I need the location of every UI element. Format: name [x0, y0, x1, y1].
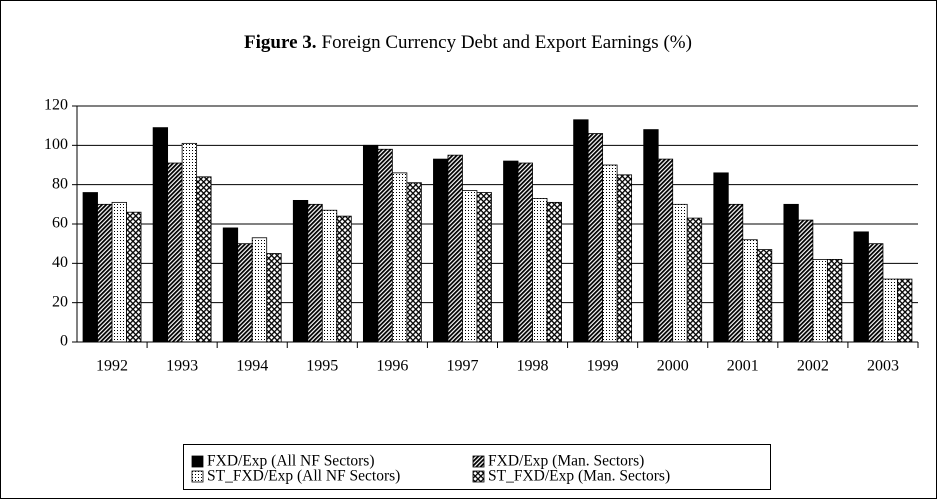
x-tick-label: 1998: [517, 358, 549, 375]
bar: [433, 158, 449, 343]
bar: [616, 174, 633, 343]
bar: [292, 199, 309, 343]
bar: [783, 203, 799, 343]
bar: [222, 227, 239, 343]
legend-swatch: [472, 455, 485, 468]
bar: [447, 154, 463, 343]
bar: [657, 158, 674, 343]
bar: [756, 249, 773, 343]
bar: [377, 148, 393, 343]
y-tick-label: 0: [60, 333, 68, 350]
bar: [111, 201, 127, 343]
bar: [672, 203, 688, 343]
bar: [812, 258, 828, 343]
x-tick-label: 2000: [657, 358, 689, 375]
y-tick-label: 100: [44, 136, 68, 153]
legend: FXD/Exp (All NF Sectors) FXD/Exp (Man. Se…: [191, 453, 670, 485]
bar: [686, 217, 703, 343]
bar: [797, 219, 814, 343]
x-tick-label: 1994: [236, 358, 268, 375]
bar: [742, 239, 758, 343]
bar: [882, 278, 898, 343]
bar: [602, 164, 618, 343]
bar: [97, 203, 113, 343]
bar: [251, 237, 268, 343]
y-tick-label: 120: [44, 97, 68, 114]
x-tick-label: 1995: [306, 358, 338, 375]
bar: [391, 172, 408, 343]
legend-label: FXD/Exp (Man. Sectors): [488, 453, 644, 470]
bar: [266, 253, 282, 343]
y-tick-label: 40: [52, 254, 68, 271]
bar: [152, 127, 169, 343]
bar: [126, 211, 142, 343]
bar: [853, 231, 869, 343]
plot: 0 20 40 60 80 100 120 1992 1993 1994 1995 1996 1997 1…: [44, 97, 919, 375]
bar: [82, 192, 98, 343]
bar: [406, 182, 422, 343]
bar: [868, 243, 884, 343]
y-tick-label: 80: [52, 175, 68, 192]
bar: [167, 162, 183, 343]
x-tick-label: 2003: [867, 358, 899, 375]
legend-label: ST_FXD/Exp (All NF Sectors): [207, 468, 400, 485]
x-tick-label: 2001: [727, 358, 759, 375]
bar: [237, 243, 253, 343]
bar: [546, 201, 562, 343]
legend-label: ST_FXD/Exp (Man. Sectors): [488, 468, 670, 485]
x-tick-label: 1992: [96, 358, 128, 375]
bar: [476, 192, 492, 343]
x-tick-label: 1997: [446, 358, 478, 375]
bar: [362, 144, 379, 343]
legend-swatch: [191, 455, 204, 468]
bar: [462, 190, 478, 343]
title-text: Foreign Currency Debt and Export Earning…: [322, 32, 692, 53]
y-tick-label: 20: [52, 293, 68, 310]
bar: [713, 172, 729, 343]
bar: [643, 129, 659, 343]
bar: [196, 176, 212, 343]
bar: [826, 258, 843, 343]
legend-swatch: [472, 470, 485, 483]
bar: [727, 203, 744, 343]
title-label: Figure 3.: [244, 32, 316, 53]
bar: [307, 203, 323, 343]
bar: [517, 162, 533, 343]
x-tick-label: 2002: [797, 358, 829, 375]
bar: [336, 215, 352, 343]
bar: [573, 119, 589, 343]
legend-label: FXD/Exp (All NF Sectors): [207, 453, 374, 470]
bar: [503, 160, 519, 343]
legend-swatch: [191, 470, 204, 483]
bar: [897, 278, 913, 343]
bar: [587, 133, 604, 343]
bar: [532, 198, 548, 343]
x-tick-label: 1993: [166, 358, 198, 375]
chart-title: Figure 3. Foreign Currency Debt and Expor…: [244, 32, 692, 53]
bar: [181, 142, 198, 343]
x-tick-label: 1996: [376, 358, 408, 375]
bar: [321, 209, 338, 343]
x-tick-label: 1999: [587, 358, 619, 375]
y-tick-label: 60: [52, 215, 68, 232]
